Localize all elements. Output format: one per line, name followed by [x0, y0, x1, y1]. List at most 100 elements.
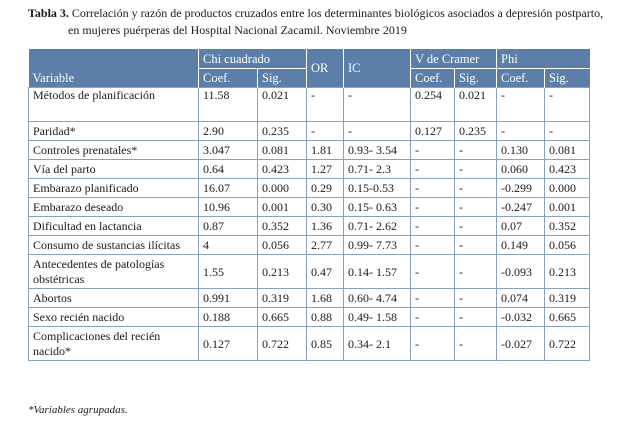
cell-chi-coef: 0.87: [198, 216, 258, 236]
table-row: Consumo de sustancias ilícitas 4 0.056 2.77…: [28, 235, 590, 255]
table-body: Métodos de planificación 11.58 0.021- -0.25…: [28, 87, 590, 361]
cell-phi-coef: 0.060: [496, 159, 545, 179]
cell-v-coef: -: [410, 216, 455, 236]
cell-variable: Controles prenatales*: [28, 140, 199, 160]
caption-label: Tabla 3.: [28, 6, 69, 20]
cell-phi-sig: 0.213: [544, 254, 590, 289]
cell-chi-coef: 0.188: [198, 307, 258, 327]
cell-variable: Dificultad en lactancia: [28, 216, 199, 236]
cell-chi-coef: 2.90: [198, 121, 258, 141]
header-v-coef: Coef.: [410, 68, 455, 88]
cell-chi-sig: 0.423: [257, 159, 307, 179]
cell-phi-coef: 0.130: [496, 140, 545, 160]
cell-v-sig: -: [454, 307, 497, 327]
table-row: Dificultad en lactancia 0.87 0.352 1.36 0.71…: [28, 216, 590, 236]
cell-v-coef: -: [410, 159, 455, 179]
cell-chi-coef: 11.58: [198, 87, 258, 122]
cell-phi-sig: 0.319: [544, 288, 590, 308]
cell-phi-coef: -0.032: [496, 307, 545, 327]
cell-v-sig: -: [454, 178, 497, 198]
cell-phi-sig: 0.081: [544, 140, 590, 160]
header-variable: Variable: [28, 68, 199, 88]
cell-ic: 0.71- 2.3: [343, 159, 411, 179]
cell-variable: Sexo recién nacido: [28, 307, 199, 327]
cell-variable: Complicaciones del recién nacido*: [28, 326, 199, 361]
cell-phi-sig: -: [544, 87, 590, 122]
cell-chi-sig: 0.665: [257, 307, 307, 327]
cell-chi-sig: 0.081: [257, 140, 307, 160]
header-variable-top: [28, 49, 199, 69]
cell-variable: Consumo de sustancias ilícitas: [28, 235, 199, 255]
cell-ic: 0.99- 7.73: [343, 235, 411, 255]
header-ic: IC: [343, 49, 411, 88]
cell-v-sig: 0.235: [454, 121, 497, 141]
cell-v-sig: -: [454, 235, 497, 255]
cell-phi-coef: -: [496, 121, 545, 141]
cell-v-sig: -: [454, 288, 497, 308]
cell-chi-coef: 1.55: [198, 254, 258, 289]
header-phi-coef: Coef.: [496, 68, 545, 88]
cell-chi-coef: 16.07: [198, 178, 258, 198]
cell-v-sig: -: [454, 254, 497, 289]
cell-phi-sig: 0.001: [544, 197, 590, 217]
cell-phi-coef: 0.07: [496, 216, 545, 236]
cell-v-sig: -: [454, 159, 497, 179]
cell-v-sig: -: [454, 326, 497, 361]
cell-ic: 0.60- 4.74: [343, 288, 411, 308]
cell-phi-coef: -0.247: [496, 197, 545, 217]
cell-or: 2.77: [306, 235, 344, 255]
cell-variable: Vía del parto: [28, 159, 199, 179]
cell-ic: 0.34- 2.1: [343, 326, 411, 361]
table-row: Embarazo deseado 10.96 0.001 0.30 0.15- 0.63…: [28, 197, 590, 217]
cell-v-coef: -: [410, 326, 455, 361]
cell-chi-sig: 0.021: [257, 87, 307, 122]
cell-ic: -: [343, 121, 411, 141]
table-row: Vía del parto 0.64 0.423 1.27 0.71- 2.3- -0.0…: [28, 159, 590, 179]
cell-chi-sig: 0.235: [257, 121, 307, 141]
cell-variable: Antecedentes de patologías obstétricas: [28, 254, 199, 289]
cell-chi-sig: 0.000: [257, 178, 307, 198]
caption-text-line1: Correlación y razón de productos cruzado…: [71, 6, 604, 20]
cell-phi-coef: -0.027: [496, 326, 545, 361]
cell-chi-sig: 0.001: [257, 197, 307, 217]
cell-chi-coef: 0.127: [198, 326, 258, 361]
cell-chi-coef: 0.64: [198, 159, 258, 179]
cell-v-coef: -: [410, 197, 455, 217]
cell-phi-coef: -0.093: [496, 254, 545, 289]
cell-v-sig: -: [454, 197, 497, 217]
cell-or: 1.36: [306, 216, 344, 236]
cell-ic: -: [343, 87, 411, 122]
header-v-sig: Sig.: [454, 68, 497, 88]
cell-v-coef: -: [410, 254, 455, 289]
cell-v-coef: -: [410, 140, 455, 160]
header-chi-coef: Coef.: [198, 68, 258, 88]
cell-chi-coef: 0.991: [198, 288, 258, 308]
header-or: OR: [306, 49, 344, 88]
header-v-cramer: V de Cramer: [410, 49, 497, 69]
table-row: Abortos 0.991 0.319 1.68 0.60- 4.74- -0.074 0.…: [28, 288, 590, 308]
cell-phi-sig: 0.000: [544, 178, 590, 198]
cell-v-coef: -: [410, 288, 455, 308]
cell-variable: Abortos: [28, 288, 199, 308]
table-row: Antecedentes de patologías obstétricas 1.…: [28, 254, 590, 289]
cell-or: -: [306, 121, 344, 141]
cell-chi-sig: 0.319: [257, 288, 307, 308]
cell-v-sig: 0.021: [454, 87, 497, 122]
cell-chi-sig: 0.213: [257, 254, 307, 289]
cell-phi-sig: -: [544, 121, 590, 141]
cell-phi-sig: 0.056: [544, 235, 590, 255]
cell-v-coef: 0.127: [410, 121, 455, 141]
cell-ic: 0.15-0.53: [343, 178, 411, 198]
cell-variable: Embarazo deseado: [28, 197, 199, 217]
header-phi: Phi: [496, 49, 590, 69]
cell-variable: Métodos de planificación: [28, 87, 199, 122]
cell-chi-sig: 0.056: [257, 235, 307, 255]
cell-or: 1.68: [306, 288, 344, 308]
cell-v-coef: -: [410, 178, 455, 198]
cell-ic: 0.71- 2.62: [343, 216, 411, 236]
footnote: *Variables agrupadas.: [28, 404, 128, 416]
cell-phi-sig: 0.665: [544, 307, 590, 327]
cell-phi-sig: 0.423: [544, 159, 590, 179]
cell-phi-coef: 0.149: [496, 235, 545, 255]
header-chi-sig: Sig.: [257, 68, 307, 88]
